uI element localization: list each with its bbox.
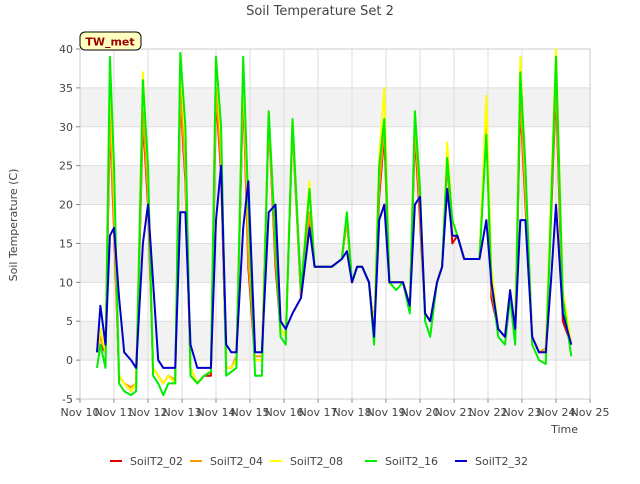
y-tick-label: 5 <box>66 315 73 328</box>
legend-item-soilt2_32: SoilT2_32 <box>455 455 528 468</box>
x-tick-label: Nov 17 <box>299 406 338 419</box>
y-tick-label: 0 <box>66 354 73 367</box>
series-lines <box>96 48 573 397</box>
legend-label: SoilT2_16 <box>385 455 438 468</box>
legend-label: SoilT2_08 <box>290 455 343 468</box>
legend-label: SoilT2_32 <box>475 455 528 468</box>
legend: SoilT2_02 SoilT2_04 SoilT2_08 SoilT2_16 Soil… <box>110 455 528 468</box>
x-tick-label: Nov 11 <box>95 406 134 419</box>
x-axis-label: Time <box>550 423 578 436</box>
y-tick-label: 15 <box>59 237 73 250</box>
y-tick-label: 20 <box>59 199 73 212</box>
legend-item-soilt2_16: SoilT2_16 <box>365 455 438 468</box>
legend-label: SoilT2_02 <box>130 455 183 468</box>
legend-item-soilt2_08: SoilT2_08 <box>270 455 343 468</box>
y-tick-label: 40 <box>59 43 73 56</box>
chart-title: Soil Temperature Set 2 <box>246 4 394 19</box>
x-tick-label: Nov 24 <box>537 406 576 419</box>
y-tick-label: 35 <box>59 82 73 95</box>
x-tick-label: Nov 15 <box>231 406 270 419</box>
x-tick-label: Nov 10 <box>61 406 100 419</box>
x-tick-label: Nov 21 <box>435 406 474 419</box>
grid-band <box>80 87 590 127</box>
annotation-label: TW_met <box>85 36 134 49</box>
x-tick-label: Nov 16 <box>265 406 304 419</box>
x-tick-label: Nov 23 <box>503 406 542 419</box>
series-line-soilt2_32 <box>96 164 573 369</box>
x-tick-label: Nov 19 <box>367 406 406 419</box>
grid-band <box>80 243 590 283</box>
y-tick-label: 30 <box>59 121 73 134</box>
y-tick-label: 10 <box>59 276 73 289</box>
x-tick-label: Nov 12 <box>129 406 168 419</box>
plot-frame <box>79 48 591 400</box>
legend-item-soilt2_04: SoilT2_04 <box>190 455 263 468</box>
y-axis-label: Soil Temperature (C) <box>7 169 20 282</box>
legend-label: SoilT2_04 <box>210 455 263 468</box>
grid-band <box>80 165 590 205</box>
x-tick-label: Nov 13 <box>163 406 202 419</box>
x-tick-label: Nov 18 <box>333 406 372 419</box>
y-tick-label: -5 <box>62 393 73 406</box>
y-axis-ticks: -5 0 5 10 15 20 25 30 35 40 <box>59 43 80 406</box>
x-tick-label: Nov 22 <box>469 406 508 419</box>
y-tick-label: 25 <box>59 160 73 173</box>
legend-item-soilt2_02: SoilT2_02 <box>110 455 183 468</box>
x-tick-label: Nov 25 <box>571 406 610 419</box>
annotation-box: TW_met <box>79 31 142 51</box>
x-tick-label: Nov 14 <box>197 406 236 419</box>
x-tick-label: Nov 20 <box>401 406 440 419</box>
